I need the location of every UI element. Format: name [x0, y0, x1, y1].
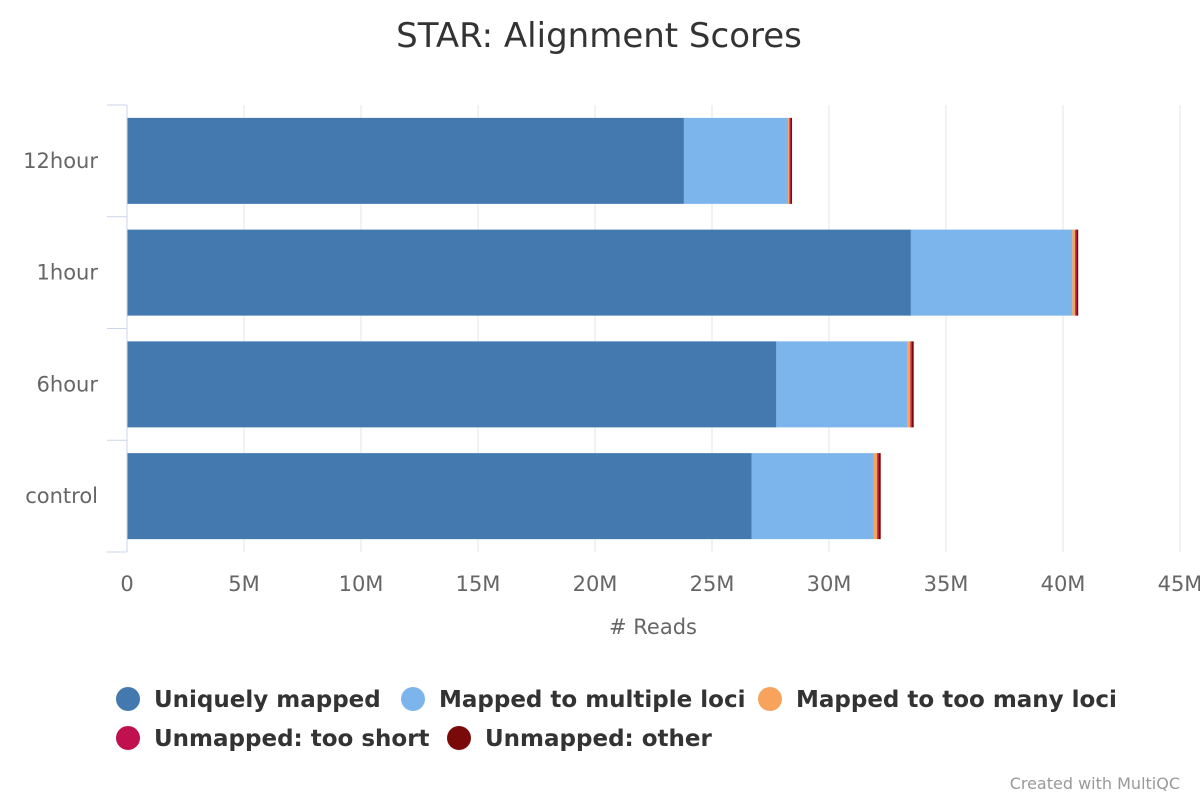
bar-segment[interactable] — [788, 117, 790, 204]
y-tick-label: 6hour — [37, 372, 99, 396]
bar-segment[interactable] — [789, 117, 791, 204]
credit-text[interactable]: Created with MultiQC — [1010, 774, 1180, 793]
x-tick-label: 35M — [924, 572, 969, 596]
x-axis-title: # Reads — [609, 615, 697, 639]
x-tick-label: 5M — [228, 572, 259, 596]
bar-segment[interactable] — [127, 117, 684, 204]
bar-segment[interactable] — [907, 341, 911, 428]
legend-swatch — [401, 687, 425, 711]
bar-segment[interactable] — [878, 453, 881, 540]
bar-segment[interactable] — [127, 453, 752, 540]
bar-segment[interactable] — [873, 453, 878, 540]
legend-swatch — [116, 687, 140, 711]
bar-segment[interactable] — [683, 117, 789, 204]
bar-segment[interactable] — [1075, 229, 1077, 316]
bar-segment[interactable] — [1076, 229, 1079, 316]
x-tick-label: 40M — [1041, 572, 1086, 596]
x-axis-ticks: 0 5M 10M 15M 20M 25M 30M 35M 40M 45M — [120, 572, 1200, 596]
chart-title: STAR: Alignment Scores — [396, 16, 802, 56]
legend-label: Mapped to multiple loci — [439, 687, 745, 713]
legend-swatch — [447, 726, 471, 750]
bar-segment[interactable] — [127, 341, 777, 428]
legend: Uniquely mapped Mapped to multiple loci Ma… — [116, 687, 1117, 752]
legend-item[interactable]: Mapped to too many loci — [758, 687, 1117, 713]
legend-label: Uniquely mapped — [154, 687, 381, 713]
bar-segment[interactable] — [751, 453, 874, 540]
bars — [127, 117, 1079, 540]
y-tick-label: 12hour — [23, 149, 98, 173]
bar-segment[interactable] — [877, 453, 879, 540]
legend-label: Unmapped: other — [485, 726, 713, 752]
x-tick-label: 0 — [120, 572, 133, 596]
bar-segment[interactable] — [910, 341, 912, 428]
bar-segment[interactable] — [790, 117, 793, 204]
x-tick-label: 20M — [573, 572, 618, 596]
legend-item[interactable]: Uniquely mapped — [116, 687, 381, 713]
x-tick-label: 10M — [339, 572, 384, 596]
x-tick-label: 45M — [1158, 572, 1200, 596]
x-tick-label: 15M — [456, 572, 501, 596]
bar-segment[interactable] — [911, 341, 914, 428]
x-tick-label: 25M — [690, 572, 735, 596]
legend-item[interactable]: Mapped to multiple loci — [401, 687, 745, 713]
bar-segment[interactable] — [127, 229, 911, 316]
y-axis: 12hour 1hour 6hour control — [23, 104, 128, 553]
legend-item[interactable]: Unmapped: too short — [116, 726, 430, 752]
bar-segment[interactable] — [910, 229, 1073, 316]
legend-swatch — [758, 687, 782, 711]
legend-label: Unmapped: too short — [154, 726, 430, 752]
bar-segment[interactable] — [776, 341, 908, 428]
x-tick-label: 30M — [807, 572, 852, 596]
bar-segment[interactable] — [1072, 229, 1076, 316]
legend-item[interactable]: Unmapped: other — [447, 726, 713, 752]
legend-swatch — [116, 726, 140, 750]
y-tick-label: 1hour — [37, 261, 99, 285]
y-tick-label: control — [25, 484, 98, 508]
legend-label: Mapped to too many loci — [796, 687, 1117, 713]
